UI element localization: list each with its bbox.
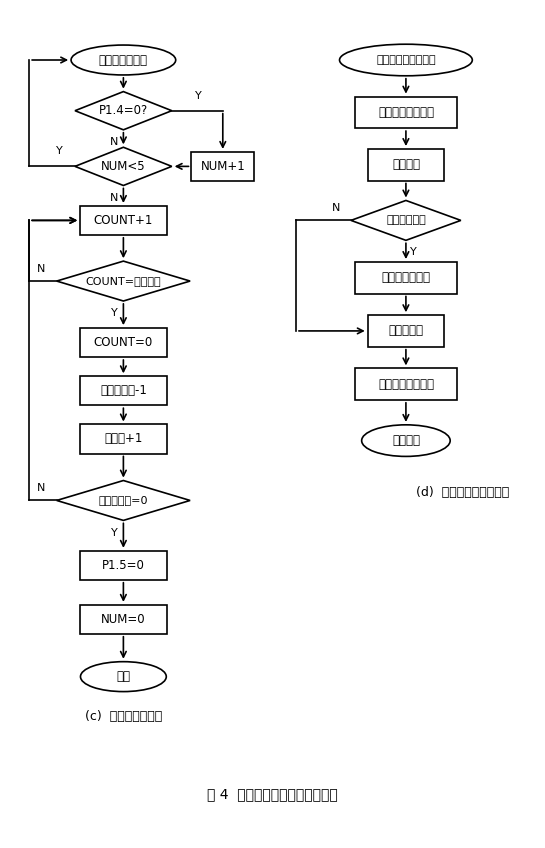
Ellipse shape (340, 44, 473, 75)
Text: N: N (110, 193, 118, 203)
Polygon shape (57, 261, 190, 301)
Text: Y: Y (111, 527, 117, 538)
Bar (80, 377, 167, 405)
Polygon shape (75, 148, 172, 186)
Text: NUM<5: NUM<5 (101, 160, 146, 173)
Text: NUM+1: NUM+1 (201, 160, 245, 173)
Text: 用电量+1: 用电量+1 (104, 432, 143, 445)
Ellipse shape (81, 661, 166, 692)
Bar (368, 315, 444, 347)
Text: 发送剩余电度数: 发送剩余电度数 (382, 271, 431, 284)
Text: P1.5=0: P1.5=0 (102, 559, 145, 572)
Text: 图 4  用户端单片机系统程序程序: 图 4 用户端单片机系统程序程序 (207, 787, 338, 801)
Text: COUNT=0: COUNT=0 (94, 336, 153, 349)
Text: 开中断，恢复现场: 开中断，恢复现场 (378, 377, 434, 391)
Text: N: N (110, 137, 118, 148)
Bar (80, 328, 167, 357)
Text: 发送用电量: 发送用电量 (389, 325, 423, 338)
Text: Y: Y (56, 147, 63, 156)
Ellipse shape (71, 45, 175, 75)
Ellipse shape (362, 425, 450, 456)
Text: Y: Y (410, 247, 417, 257)
Bar (80, 605, 167, 633)
Bar (368, 149, 444, 181)
Bar (355, 262, 457, 293)
Bar (80, 424, 167, 454)
Text: 剩余电度数-1: 剩余电度数-1 (100, 384, 147, 397)
Text: 电度计数子程序: 电度计数子程序 (99, 53, 148, 66)
Bar (80, 206, 167, 235)
Text: Y: Y (195, 91, 201, 101)
Text: N: N (37, 264, 45, 274)
Polygon shape (75, 92, 172, 130)
Text: (d)  串行中断服务子程序: (d) 串行中断服务子程序 (416, 486, 510, 499)
Text: 用户编号认证: 用户编号认证 (386, 215, 426, 226)
Text: 接收字符: 接收字符 (392, 159, 420, 171)
Text: 返回: 返回 (117, 670, 130, 683)
Bar (191, 152, 254, 181)
Text: COUNT=电表常数: COUNT=电表常数 (86, 276, 161, 286)
Text: N: N (332, 203, 341, 213)
Text: NUM=0: NUM=0 (101, 613, 146, 626)
Text: 中断返回: 中断返回 (392, 434, 420, 447)
Text: 剩余电度数=0: 剩余电度数=0 (99, 495, 148, 505)
Bar (355, 368, 457, 400)
Text: Y: Y (111, 309, 117, 319)
Text: N: N (37, 483, 45, 493)
Bar (355, 97, 457, 128)
Text: 串行中断服务子程序: 串行中断服务子程序 (376, 55, 436, 65)
Text: P1.4=0?: P1.4=0? (99, 104, 148, 117)
Polygon shape (351, 200, 461, 240)
Text: COUNT+1: COUNT+1 (94, 214, 153, 227)
Text: (c)  电度计数子程序: (c) 电度计数子程序 (85, 710, 162, 723)
Bar (80, 550, 167, 580)
Polygon shape (57, 481, 190, 521)
Text: 关中断，保护现场: 关中断，保护现场 (378, 106, 434, 119)
